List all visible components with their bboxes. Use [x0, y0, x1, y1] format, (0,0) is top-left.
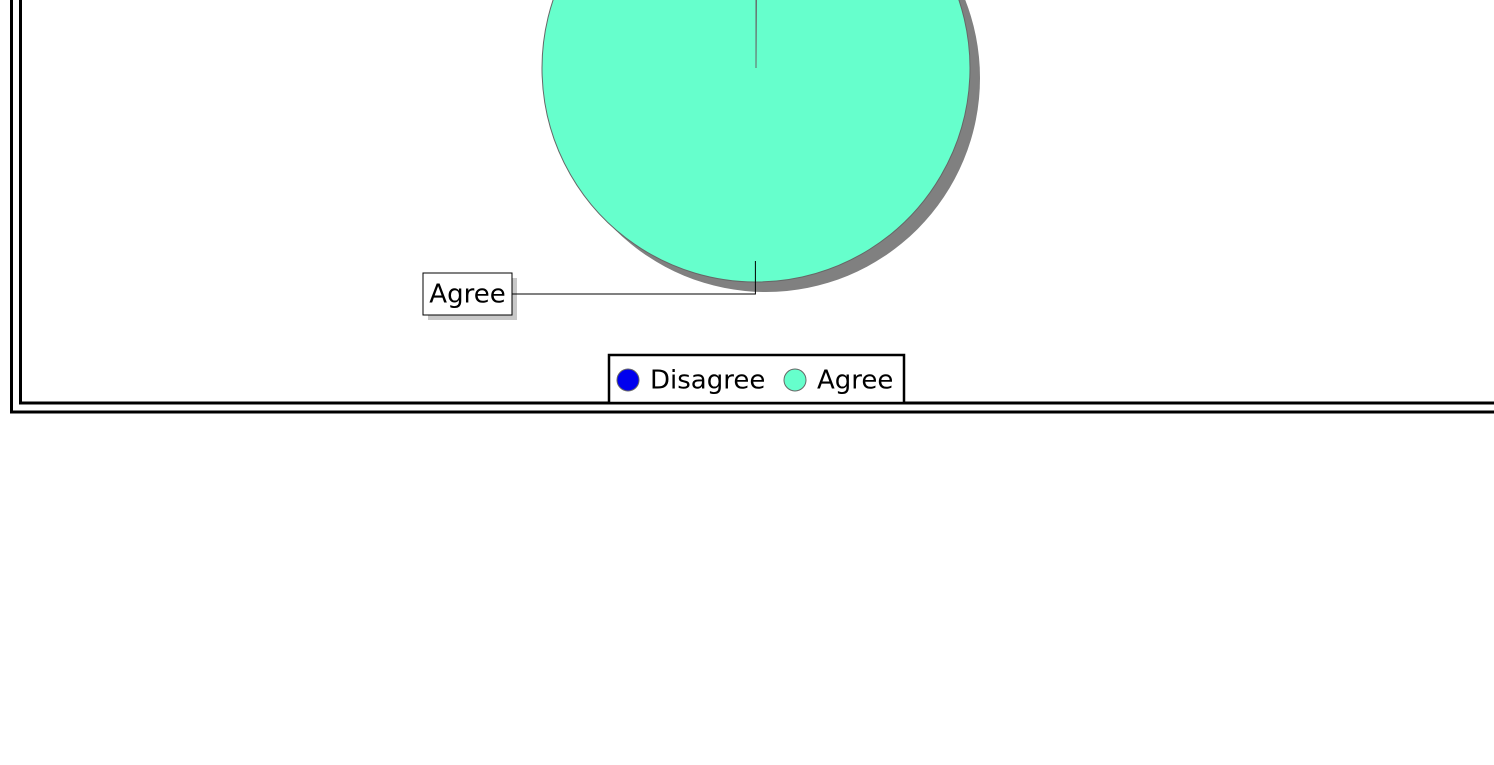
outer-frame	[10, 0, 1494, 414]
leader-line	[512, 260, 756, 295]
slice-label: Agree	[429, 280, 505, 310]
legend-label: Disagree	[650, 366, 765, 396]
legend-swatch	[616, 368, 640, 392]
legend-swatch	[783, 368, 807, 392]
legend-box	[607, 353, 906, 405]
label-box	[422, 272, 513, 316]
legend-label: Agree	[817, 366, 893, 396]
